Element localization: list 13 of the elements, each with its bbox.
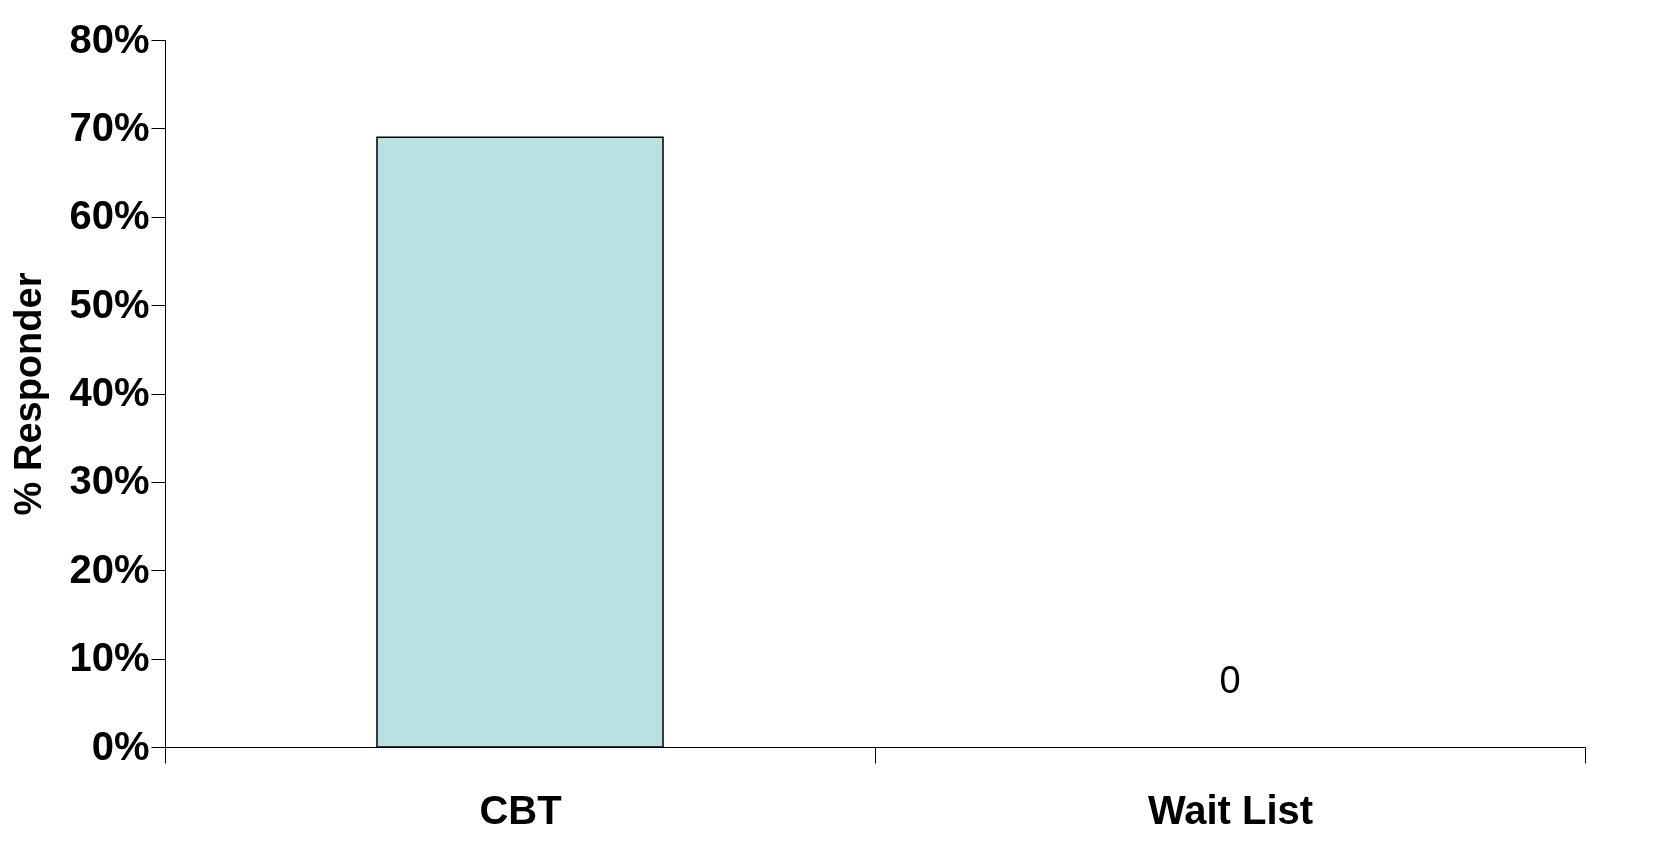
y-tick-label: 20%	[69, 546, 150, 591]
y-tick-label: 60%	[69, 193, 150, 238]
y-tick-label: 40%	[69, 370, 150, 414]
y-tick-label: 50%	[69, 281, 150, 326]
y-tick-label: 0%	[91, 723, 150, 768]
y-tick-label: 10%	[69, 635, 150, 680]
y-tick-label: 80%	[69, 16, 150, 61]
y-axis-title: % Responder	[7, 272, 50, 516]
x-tick-label: Wait List	[1147, 787, 1314, 832]
x-tick-label: CBT	[479, 787, 562, 832]
data-label: 0	[1219, 659, 1241, 701]
y-tick-label: 70%	[69, 104, 150, 149]
y-tick-label: 30%	[69, 458, 150, 503]
